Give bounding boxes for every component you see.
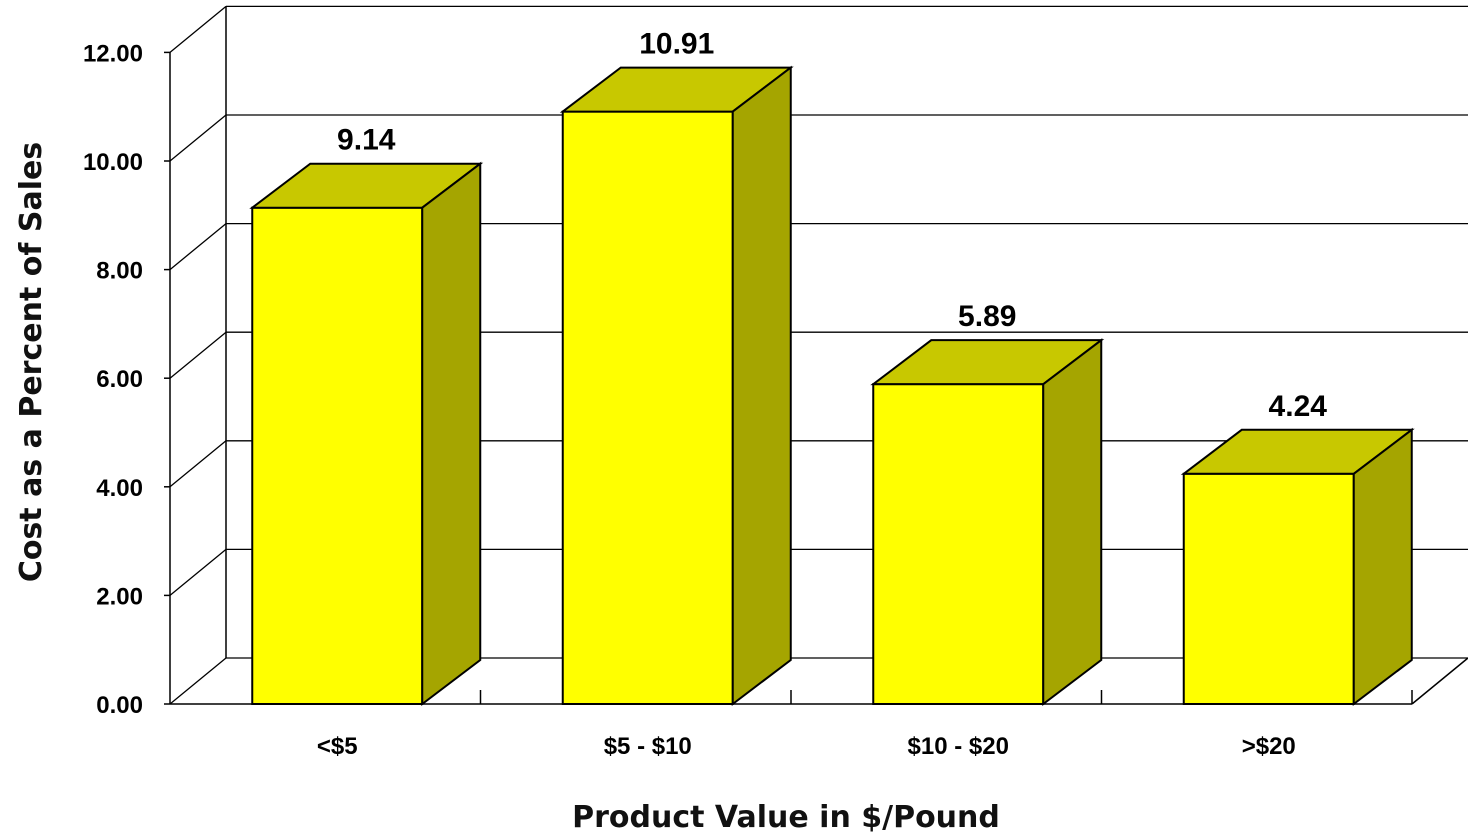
y-tick-label: 6.00 [96,366,143,393]
bar-side [1352,427,1413,707]
bar-front [872,383,1045,705]
x-tick-label: $5 - $10 [604,733,692,760]
bar-side [421,161,482,707]
bar-3 [1180,427,1415,707]
x-axis-title: Product Value in $/Pound [572,800,1000,833]
labels: 0.00 2.00 4.00 6.00 8.00 10.00 12.00 9.14 <$5 10.… [83,28,1327,760]
x-tick-label: >$20 [1242,733,1296,760]
data-label: 4.24 [1269,390,1328,423]
gridline-wall-0 [169,657,227,705]
data-label: 10.91 [639,28,714,61]
gridline-wall-2 [169,440,227,488]
data-label: 9.14 [337,124,396,157]
bar-1 [559,65,794,707]
gridline-wall-4 [169,223,227,271]
y-tick-label: 12.00 [83,40,143,67]
bars [249,65,1415,707]
gridline-wall-6 [169,5,227,53]
gridline-wall-3 [169,331,227,379]
y-tick-label: 8.00 [96,258,143,285]
bar-side [731,65,792,707]
bar-0 [249,161,484,707]
bar-front [561,110,734,706]
x-tick-label: $10 - $20 [908,733,1009,760]
y-axis-title: Cost as a Percent of Sales [14,142,49,582]
bar-front [1182,472,1355,705]
bar-2 [870,338,1105,707]
x-tick-label: <$5 [317,733,358,760]
data-label: 5.89 [958,300,1016,333]
bar-side [1042,338,1103,707]
y-tick-label: 4.00 [96,475,143,502]
gridline-wall-5 [169,114,227,162]
y-tick-label: 10.00 [83,149,143,176]
floor-right-edge [1411,657,1468,705]
y-tick-label: 2.00 [96,583,143,610]
y-tick-label: 0.00 [96,692,143,719]
gridline-wall-1 [169,548,227,596]
bar-front [251,206,424,705]
